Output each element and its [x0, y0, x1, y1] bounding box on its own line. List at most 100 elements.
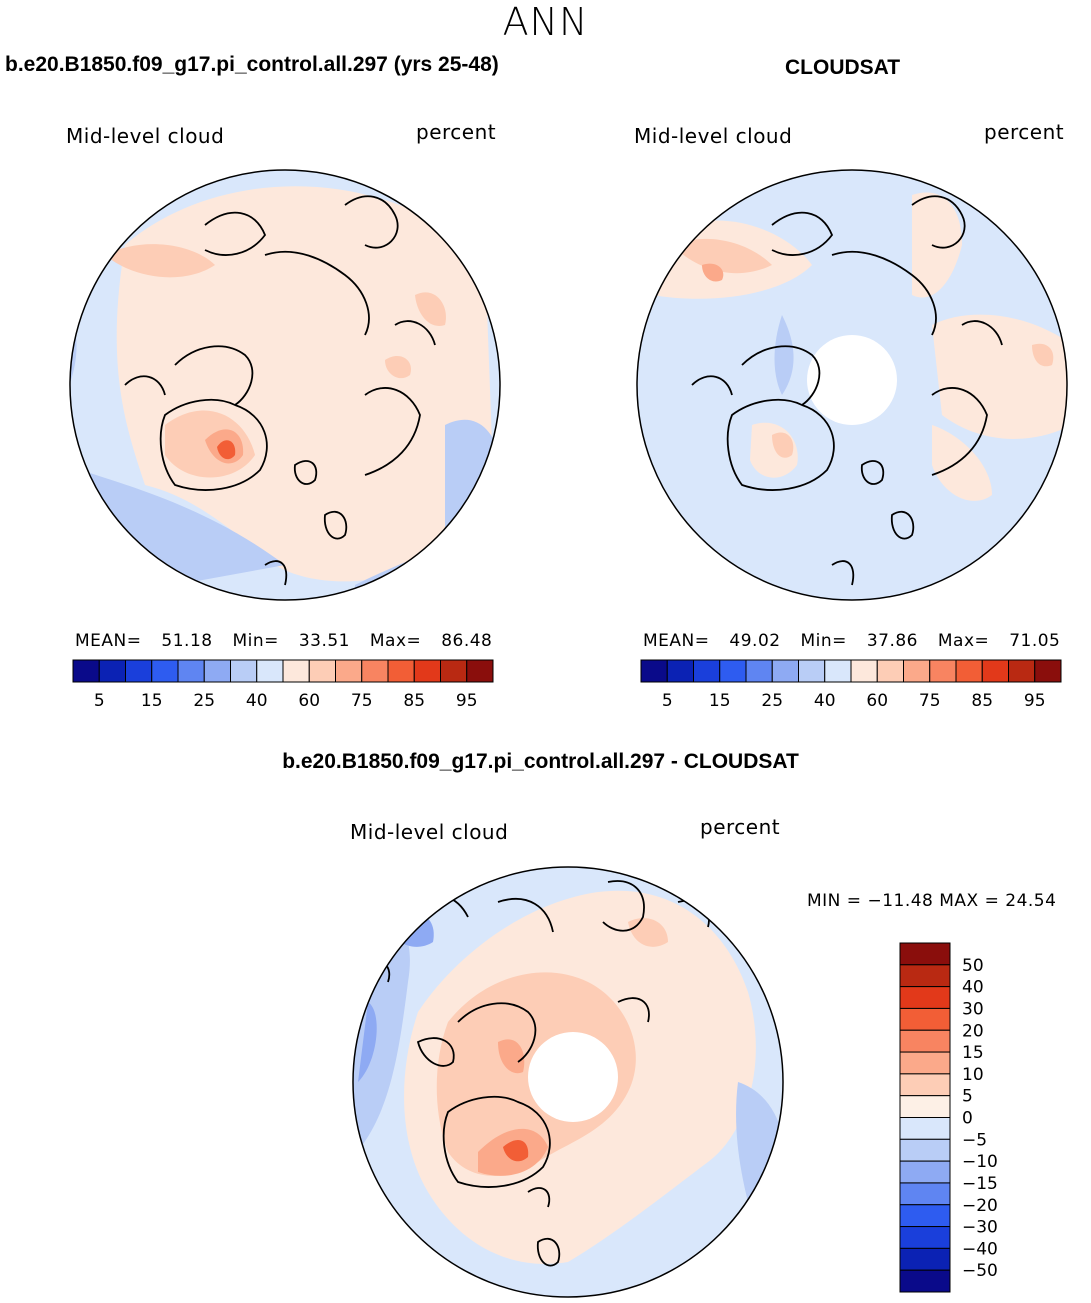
obs-max-label: Max= — [937, 631, 990, 651]
diff-colorbar-box — [899, 1182, 951, 1206]
obs-colorbar-box — [955, 659, 983, 683]
obs-colorbar-tick-label: 15 — [709, 691, 731, 711]
obs-min-label: Min= — [800, 631, 847, 651]
diff-colorbar-tick-label: −50 — [962, 1261, 998, 1281]
model-colorbar-tick-label: 85 — [403, 691, 425, 711]
obs-colorbar-box — [719, 659, 747, 683]
model-colorbar-tick-label: 5 — [94, 691, 105, 711]
obs-stats: MEAN= 49.02 Min= 37.86 Max= 71.05 — [643, 631, 1060, 651]
obs-variable-label: Mid-level cloud — [634, 124, 793, 148]
model-colorbar-tick-label: 95 — [456, 691, 478, 711]
obs-colorbar-tick-label: 5 — [662, 691, 673, 711]
obs-colorbar: 5 15 25 40 60 75 85 95 — [640, 659, 1062, 711]
diff-map — [352, 866, 784, 1298]
model-colorbar-box — [361, 659, 389, 683]
model-colorbar-tick-label: 15 — [141, 691, 163, 711]
model-case-title: b.e20.B1850.f09_g17.pi_control.all.297 (… — [5, 53, 499, 76]
obs-max-value: 71.05 — [1009, 631, 1061, 651]
model-colorbar-box — [387, 659, 415, 683]
model-colorbar-box — [282, 659, 310, 683]
obs-colorbar-tick-label: 85 — [971, 691, 993, 711]
diff-colorbar-box — [899, 1160, 951, 1184]
model-colorbar-tick-label: 60 — [298, 691, 320, 711]
model-map — [69, 169, 501, 601]
diff-colorbar-tick-label: 0 — [962, 1109, 973, 1129]
diff-colorbar-tick-label: 50 — [962, 956, 984, 976]
model-min-label: Min= — [232, 631, 279, 651]
diff-colorbar-tick-label: −40 — [962, 1239, 998, 1259]
obs-colorbar-box — [981, 659, 1009, 683]
model-max-label: Max= — [369, 631, 422, 651]
obs-colorbar-box — [798, 659, 826, 683]
model-colorbar-box — [98, 659, 126, 683]
obs-colorbar-box — [693, 659, 721, 683]
model-colorbar-box — [151, 659, 179, 683]
diff-colorbar-tick-label: 10 — [962, 1065, 984, 1085]
diff-colorbar-box — [899, 1073, 951, 1097]
obs-colorbar-tick-label: 40 — [814, 691, 836, 711]
model-colorbar-box — [440, 659, 468, 683]
model-colorbar-tick-label: 75 — [351, 691, 373, 711]
diff-units-label: percent — [700, 815, 781, 839]
model-variable-label: Mid-level cloud — [66, 124, 225, 148]
obs-mean-label: MEAN= — [643, 631, 710, 651]
diff-case-title: b.e20.B1850.f09_g17.pi_control.all.297 -… — [282, 750, 799, 773]
model-colorbar-box — [413, 659, 441, 683]
model-colorbar-box — [308, 659, 336, 683]
obs-colorbar-box — [850, 659, 878, 683]
obs-colorbar-box — [640, 659, 668, 683]
model-colorbar-box — [466, 659, 494, 683]
diff-colorbar-box — [899, 1095, 951, 1118]
model-mean-value: 51.18 — [161, 631, 213, 651]
obs-mean-value: 49.02 — [729, 631, 781, 651]
diff-colorbar-box — [899, 942, 951, 966]
diff-colorbar-box — [899, 1226, 951, 1249]
obs-colorbar-box — [1034, 659, 1062, 683]
obs-colorbar-tick-label: 75 — [919, 691, 941, 711]
obs-case-title: CLOUDSAT — [785, 56, 901, 79]
diff-colorbar-box — [899, 964, 951, 988]
diff-variable-label: Mid-level cloud — [350, 820, 509, 844]
model-colorbar-box — [256, 659, 284, 683]
diff-colorbar-box — [899, 1138, 951, 1162]
diff-colorbar-box — [899, 1247, 951, 1271]
obs-colorbar-tick-label: 25 — [761, 691, 783, 711]
diff-colorbar-box — [899, 1051, 951, 1075]
diff-colorbar-tick-label: 20 — [962, 1021, 984, 1041]
diff-colorbar-tick-label: −5 — [962, 1130, 987, 1150]
diff-colorbar-box — [899, 1269, 951, 1293]
model-colorbar-box — [177, 659, 205, 683]
obs-colorbar-box — [929, 659, 957, 683]
model-colorbar-box — [335, 659, 363, 683]
model-min-value: 33.51 — [298, 631, 350, 651]
diff-colorbar-box — [899, 1204, 951, 1228]
obs-colorbar-box — [771, 659, 799, 683]
diff-colorbar-tick-label: 30 — [962, 999, 984, 1019]
diff-colorbar-tick-label: 40 — [962, 978, 984, 998]
model-mean-label: MEAN= — [75, 631, 142, 651]
diff-colorbar-tick-label: 5 — [962, 1087, 973, 1107]
model-stats: MEAN= 51.18 Min= 33.51 Max= 86.48 — [75, 631, 492, 651]
diff-colorbar-tick-label: −10 — [962, 1152, 998, 1172]
diff-colorbar-tick-label: −20 — [962, 1196, 998, 1216]
obs-colorbar-box — [824, 659, 852, 683]
model-colorbar-box — [72, 659, 100, 683]
model-colorbar-box — [125, 659, 153, 683]
diff-min-max: MIN = −11.48 MAX = 24.54 — [807, 891, 1057, 911]
diff-colorbar-tick-label: 15 — [962, 1043, 984, 1063]
obs-colorbar-tick-label: 95 — [1024, 691, 1046, 711]
obs-colorbar-box — [876, 659, 904, 683]
model-units-label: percent — [416, 120, 497, 144]
obs-colorbar-tick-label: 60 — [866, 691, 888, 711]
model-colorbar-box — [203, 659, 231, 683]
model-max-value: 86.48 — [441, 631, 493, 651]
diff-colorbar-box — [899, 986, 951, 1009]
obs-colorbar-box — [745, 659, 773, 683]
diff-colorbar-tick-label: −15 — [962, 1174, 998, 1194]
diff-colorbar-box — [899, 1007, 951, 1031]
diff-colorbar-tick-label: −30 — [962, 1218, 998, 1238]
model-colorbar-tick-label: 40 — [246, 691, 268, 711]
obs-units-label: percent — [984, 120, 1065, 144]
obs-colorbar-box — [903, 659, 931, 683]
